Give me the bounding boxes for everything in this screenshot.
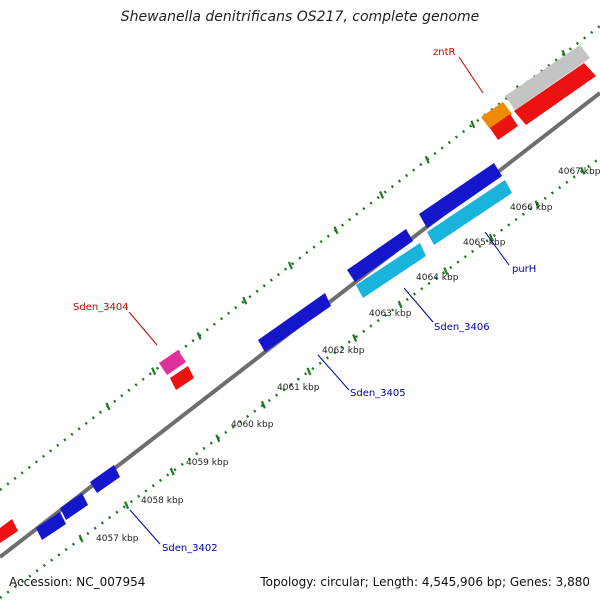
gene-label-sden-3405: Sden_3405 (350, 388, 406, 399)
lower-major-tick (306, 367, 312, 376)
gene-red-3404 (170, 366, 194, 390)
kbp-label: 4057 kbp (96, 534, 139, 544)
gene-label-zntr: zntR (433, 47, 456, 58)
upper-tick-track (0, 24, 600, 492)
genome-stats-text: Topology: circular; Length: 4,545,906 bp… (260, 575, 590, 589)
kbp-label: 4059 kbp (186, 458, 229, 468)
kbp-labels: 4057 kbp 4058 kbp 4059 kbp 4060 kbp 4061… (96, 167, 600, 544)
gene-cyan-3406 (356, 243, 426, 298)
upper-major-tick (333, 226, 339, 235)
kbp-label: 4061 kbp (277, 383, 320, 393)
kbp-label: 4062 kbp (322, 346, 365, 356)
major-ticks (78, 49, 586, 543)
genes (0, 45, 596, 543)
gene-blue-3406 (347, 229, 413, 282)
gene-red-left (0, 519, 18, 543)
lower-major-tick (169, 467, 175, 476)
kbp-label: 4060 kbp (231, 420, 274, 430)
upper-major-tick (151, 367, 157, 376)
kbp-label: 4063 kbp (369, 309, 412, 319)
upper-major-tick (242, 296, 248, 305)
gene-label-sden-3404: Sden_3404 (73, 302, 129, 313)
gene-label-purh: purH (512, 264, 536, 275)
lower-major-tick (580, 166, 586, 175)
upper-major-tick (196, 332, 202, 340)
lower-major-tick (260, 400, 266, 409)
gene-blue-purh (419, 163, 502, 228)
gene-blue-3402-a (90, 465, 120, 493)
kbp-label: 4058 kbp (141, 496, 184, 506)
gene-label-sden-3402: Sden_3402 (162, 543, 218, 554)
kbp-label: 4066 kbp (510, 203, 553, 213)
kbp-label: 4067 kbp (558, 167, 600, 177)
gene-label-sden-3406: Sden_3406 (434, 322, 490, 333)
upper-major-tick (470, 120, 476, 129)
upper-major-tick (424, 155, 430, 164)
lower-major-tick (78, 534, 84, 543)
gene-blue-3402-c (36, 512, 66, 540)
gene-red-upper (514, 63, 596, 125)
gene-grey (505, 45, 590, 110)
gene-labels: zntR Sden_3404 purH Sden_3406 Sden_3405 … (73, 47, 536, 554)
upper-major-tick (287, 261, 293, 270)
label-connectors (128, 56, 510, 545)
gene-orange (481, 102, 512, 129)
lower-major-tick (534, 200, 540, 209)
gene-blue-3402-b (60, 493, 88, 520)
kbp-label: 4064 kbp (416, 273, 459, 283)
gene-cyan-purh (427, 180, 512, 245)
lower-major-tick (443, 267, 449, 276)
lower-major-tick (352, 334, 358, 342)
lower-tick-track (0, 156, 600, 600)
kbp-label: 4065 kbp (463, 238, 506, 248)
map-title: Shewanella denitrificans OS217, complete… (120, 9, 480, 25)
lower-major-tick (488, 233, 494, 242)
upper-major-tick (105, 402, 111, 411)
upper-major-tick (379, 190, 385, 199)
accession-text: Accession: NC_007954 (9, 575, 146, 589)
gene-blue-3405 (258, 293, 331, 352)
gene-red-zntr (490, 114, 518, 140)
lower-major-tick (397, 300, 403, 309)
gene-pink-3404 (159, 350, 186, 375)
lower-major-tick (124, 501, 130, 510)
lower-major-tick (215, 434, 221, 443)
